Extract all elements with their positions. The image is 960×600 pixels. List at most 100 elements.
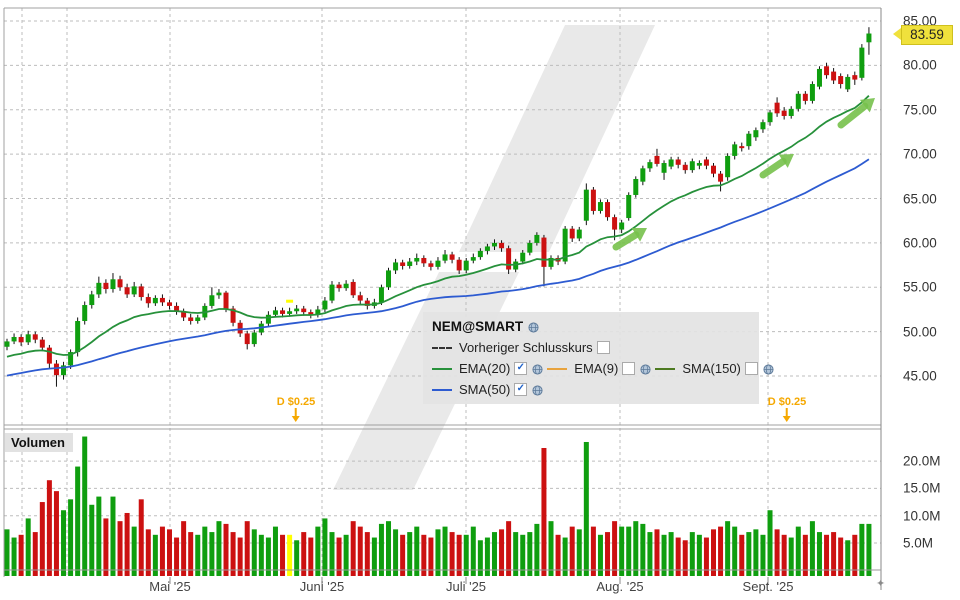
volume-bar xyxy=(781,534,787,576)
candle-body xyxy=(739,146,745,149)
volume-bar xyxy=(294,540,300,576)
volume-bar xyxy=(159,526,165,576)
volume-bar xyxy=(364,532,370,576)
volume-bar xyxy=(435,529,441,576)
volume-bar xyxy=(329,532,335,576)
candle-body xyxy=(251,332,257,345)
candle-body xyxy=(435,260,441,267)
candle-body xyxy=(569,228,575,239)
volume-bar xyxy=(89,504,95,576)
volume-bar xyxy=(668,532,674,576)
volume-axis-tick-label: 20.0M xyxy=(903,453,941,469)
candle-body xyxy=(718,173,724,182)
volume-bar xyxy=(110,496,116,576)
volume-bar xyxy=(499,529,505,576)
volume-bar xyxy=(421,534,427,576)
candle-body xyxy=(265,314,271,324)
volume-bar xyxy=(746,532,752,576)
volume-bar xyxy=(244,521,250,576)
volume-bar xyxy=(626,526,632,576)
indicator-checkbox-unchecked[interactable] xyxy=(596,341,610,354)
candle-body xyxy=(237,322,243,334)
indicator-checkbox-unchecked[interactable] xyxy=(744,362,758,375)
volume-bar xyxy=(103,518,109,576)
globe-icon[interactable] xyxy=(528,321,539,333)
candle-body xyxy=(110,279,116,290)
volume-bar xyxy=(124,512,130,576)
candle-body xyxy=(520,252,526,262)
axis-corner-marker-icon[interactable]: ✦ xyxy=(876,578,886,590)
candle-body xyxy=(866,33,872,43)
volume-bar xyxy=(647,532,653,576)
legend-row: Vorheriger Schlusskurs xyxy=(432,337,759,358)
candle-body xyxy=(442,254,448,261)
candle-body xyxy=(661,163,667,173)
globe-icon[interactable] xyxy=(532,384,543,396)
candle-body xyxy=(711,165,716,174)
volume-bar xyxy=(838,537,844,576)
globe-icon[interactable] xyxy=(763,363,774,375)
indicator-checkbox-checked[interactable]: ✓ xyxy=(514,362,528,375)
candle-body xyxy=(470,257,476,261)
month-axis-label: Aug. '25 xyxy=(596,579,644,594)
globe-icon[interactable] xyxy=(532,363,543,375)
legend-item-label: EMA(9) xyxy=(574,361,619,376)
legend-item-label: SMA(50) xyxy=(459,382,511,397)
volume-bar xyxy=(272,526,278,576)
volume-bar xyxy=(541,447,547,576)
volume-bar xyxy=(718,526,724,576)
volume-bar xyxy=(145,529,151,576)
volume-bar xyxy=(711,529,716,576)
candle-body xyxy=(506,248,512,270)
candle-body xyxy=(287,311,293,314)
price-tag-pointer xyxy=(893,28,901,40)
indicator-checkbox-checked[interactable]: ✓ xyxy=(514,383,528,396)
volume-bar xyxy=(265,537,271,576)
volume-bar xyxy=(520,534,526,576)
volume-bar xyxy=(407,532,413,576)
volume-bar xyxy=(605,532,611,576)
volume-bar xyxy=(166,529,172,576)
candle-body xyxy=(53,363,59,376)
price-axis-tick-label: 85.00 xyxy=(903,13,937,29)
volume-bar xyxy=(654,529,660,576)
candle-body xyxy=(583,189,589,221)
candle-body xyxy=(386,270,392,288)
candle-body xyxy=(124,287,130,295)
candle-body xyxy=(562,228,568,262)
indicator-checkbox-unchecked[interactable] xyxy=(622,362,636,375)
volume-bar xyxy=(400,534,406,576)
candle-body xyxy=(294,308,300,312)
candle-body xyxy=(280,310,286,314)
candle-body xyxy=(145,297,151,304)
volume-bar xyxy=(61,510,67,576)
candle-body xyxy=(499,242,505,249)
volume-bar xyxy=(852,534,858,576)
volume-bar xyxy=(597,534,603,576)
volume-bar xyxy=(576,529,582,576)
volume-bar xyxy=(675,537,681,576)
globe-icon[interactable] xyxy=(640,363,651,375)
volume-bar xyxy=(795,526,801,576)
volume-bar xyxy=(202,526,208,576)
volume-bar xyxy=(824,534,830,576)
volume-bar xyxy=(315,526,321,576)
volume-bar xyxy=(774,529,780,576)
candle-body xyxy=(103,282,109,290)
volume-bar xyxy=(138,499,144,576)
volume-bar xyxy=(619,526,625,576)
volume-bar xyxy=(534,523,540,576)
candle-body xyxy=(534,234,540,243)
candle-body xyxy=(703,159,709,166)
candle-body xyxy=(760,122,766,130)
volume-bar xyxy=(251,529,257,576)
volume-bar xyxy=(767,510,773,576)
volume-bar xyxy=(308,537,314,576)
candle-body xyxy=(18,336,24,343)
legend-item-label: SMA(150) xyxy=(682,361,741,376)
dividend-marker: D $0.25 xyxy=(768,396,806,422)
volume-bar xyxy=(357,526,363,576)
dividend-candle-mark xyxy=(286,299,294,303)
trend-arrow xyxy=(837,102,869,129)
candle-body xyxy=(781,110,787,116)
